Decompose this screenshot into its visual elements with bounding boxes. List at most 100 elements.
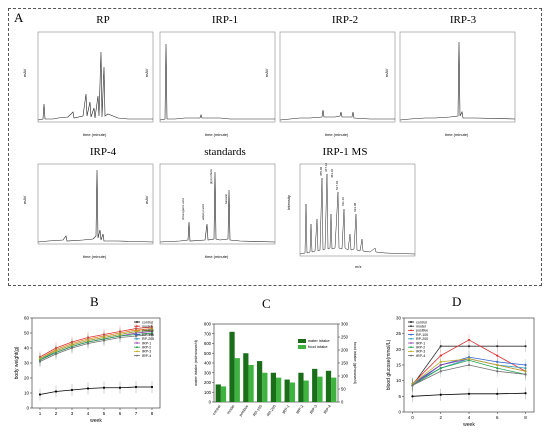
series-line-control	[39, 386, 152, 395]
data-point	[70, 388, 74, 392]
y-tick-label: 200	[204, 380, 212, 385]
legend-label: IRP-4	[142, 354, 151, 358]
legend-marker	[410, 342, 412, 344]
y-axis-label: blood glucose(mmol/L)	[386, 339, 392, 390]
data-point	[496, 370, 499, 373]
data-point	[86, 342, 90, 345]
x-tick-label: 0	[411, 415, 414, 420]
x-tick-label: IRP-2	[296, 404, 305, 414]
x-tick-label: RP-200	[266, 404, 277, 417]
data-point	[54, 352, 58, 356]
bar-water intake	[298, 372, 304, 402]
data-point	[150, 385, 154, 389]
ms-peak-label: 611.16	[341, 197, 345, 206]
y-tick-label: 500	[204, 351, 212, 356]
y-right-tick-label: 250	[341, 335, 349, 340]
chrom-trace-irp2	[279, 109, 395, 121]
chrom-title-irp1-ms: IRP-1 MS	[322, 146, 368, 158]
data-point	[411, 395, 414, 398]
chrom-title-irp2: IRP-2	[331, 14, 359, 26]
bar-water intake	[215, 384, 221, 402]
x-tick-label: 4	[468, 415, 471, 420]
chrom-trace-irp1-ms	[299, 173, 416, 255]
x-tick-label: 4	[87, 411, 90, 416]
y-axis-label: water intake (ml/mouse/d)	[193, 339, 198, 386]
data-point	[38, 393, 42, 396]
data-point	[150, 333, 154, 336]
y-right-tick-label: 0	[341, 400, 344, 405]
legend-label: RP-200	[416, 337, 428, 341]
legend-label: water intake	[308, 338, 330, 343]
legend-label: RP-100	[416, 333, 428, 337]
legend-marker	[410, 346, 412, 349]
legend-label: model	[416, 325, 426, 329]
y-tick-label: 60	[24, 316, 30, 321]
chrom-plot-rp: mAV time (minute)	[22, 31, 154, 137]
bar-food intake	[220, 386, 227, 402]
x-tick-label: 8	[524, 415, 527, 420]
y-right-tick-label: 50	[341, 387, 346, 392]
data-point	[496, 345, 499, 348]
data-point	[467, 392, 471, 395]
legend-marker	[410, 337, 412, 340]
chart-d-blood-glucose: 0 5 10 15 20 25 30 0 2 4 6 8 week blood glucose(mmol/…	[386, 316, 535, 428]
bar-water intake	[284, 379, 290, 402]
chrom-ylabel: Intensity	[286, 195, 291, 210]
chrom-trace-rp	[37, 51, 153, 121]
chrom-plot-irp2: mAV time (minute)	[264, 31, 396, 137]
data-point	[524, 373, 527, 376]
y-tick-label: 50	[24, 331, 30, 336]
y-tick-label: 30	[24, 361, 30, 366]
chrom-title-irp3: IRP-3	[449, 14, 477, 26]
y-tick-label: 25	[396, 331, 402, 336]
chrom-peak-label: adipoyl acid	[201, 204, 205, 220]
legend-marker	[136, 325, 138, 328]
chrom-plot-irp4: mAV time (minute)	[22, 163, 154, 259]
data-point	[102, 339, 106, 342]
bar-food intake	[317, 376, 323, 402]
panel-a-frame	[8, 8, 542, 286]
legend-marker	[136, 350, 138, 353]
data-point	[496, 363, 499, 367]
ms-peak-label: 367.12	[324, 162, 328, 172]
data-point	[86, 387, 90, 390]
chrom-xlabel: time (minute)	[325, 132, 349, 137]
x-tick-label: 1	[39, 411, 42, 416]
chrom-plot-standards: chlorogenic acid adipoyl acid glycyrrhiz…	[144, 163, 276, 259]
legend-label: IRP-2	[416, 346, 425, 350]
x-tick-label: RP-100	[252, 404, 263, 417]
y-tick-label: 10	[24, 391, 30, 396]
y-right-tick-label: 150	[341, 361, 349, 366]
chrom-ylabel: mAV	[144, 68, 149, 77]
legend-marker	[136, 321, 138, 323]
x-tick-label: model	[226, 404, 235, 415]
ms-peak-label: 517.03	[335, 180, 339, 190]
x-axis-label: week	[90, 418, 102, 424]
chrom-axes-box	[159, 31, 276, 123]
chrom-plot-irp1: mAV time (minute)	[144, 31, 276, 137]
legend-label: IRP-1	[142, 341, 151, 345]
y-right-tick-label: 200	[341, 348, 349, 353]
data-point	[467, 357, 471, 360]
legend-label: food intake	[308, 344, 328, 349]
bar-water intake	[243, 353, 249, 402]
y-tick-label: 40	[24, 346, 30, 351]
chrom-ylabel: mAV	[22, 68, 27, 77]
y-tick-label: 0	[398, 410, 401, 415]
legend-marker	[410, 350, 412, 353]
x-tick-label: 2	[55, 411, 58, 416]
chrom-xlabel: m/z	[355, 264, 361, 269]
y-right-tick-label: 100	[341, 374, 349, 379]
bar-food intake	[248, 364, 254, 402]
bar-water intake	[256, 361, 263, 402]
legend-marker	[136, 342, 138, 344]
y-right-tick-label: 300	[341, 322, 349, 327]
bar-water intake	[325, 370, 332, 402]
y-tick-label: 800	[204, 322, 212, 327]
legend-label: RP-200	[142, 337, 154, 341]
legend-label: positive	[142, 329, 154, 333]
chrom-xlabel: time (minute)	[83, 132, 107, 137]
legend-label: IRP-3	[142, 350, 151, 354]
chrom-title-irp4: IRP-4	[89, 146, 117, 158]
y-tick-label: 30	[396, 316, 402, 321]
